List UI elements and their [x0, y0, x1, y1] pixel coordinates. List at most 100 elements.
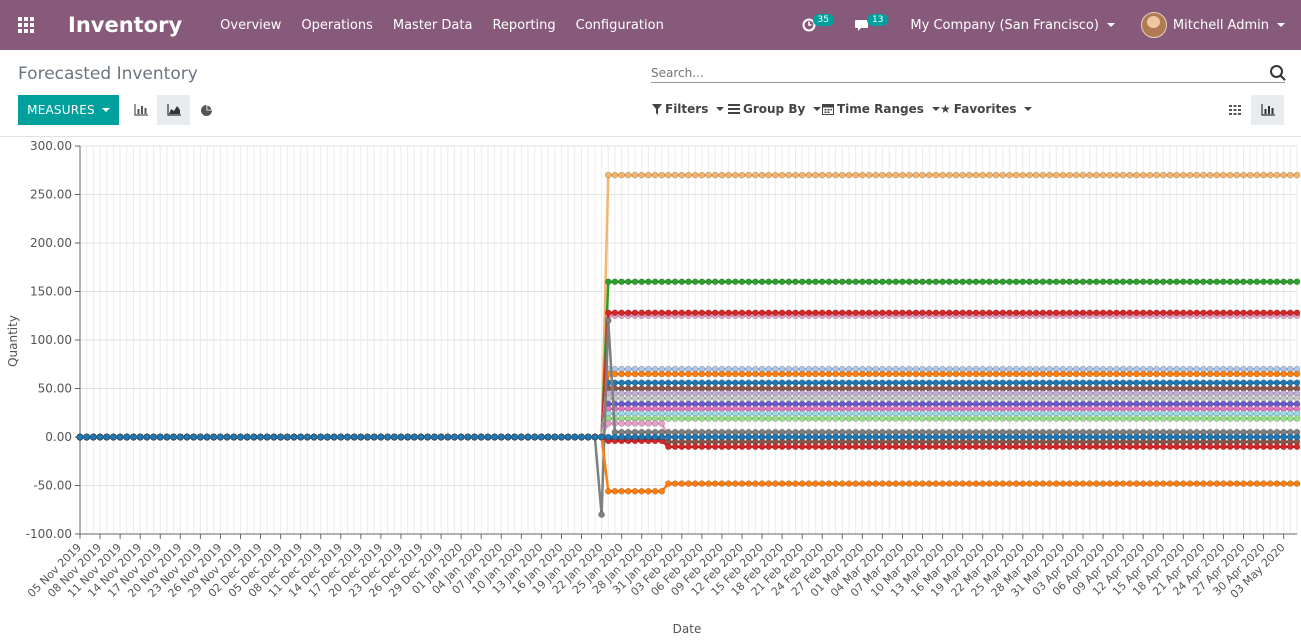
data-point[interactable]	[364, 433, 371, 441]
data-point[interactable]	[1119, 480, 1127, 487]
data-point[interactable]	[1253, 415, 1261, 422]
data-point[interactable]	[879, 480, 886, 487]
data-point[interactable]	[1106, 433, 1114, 441]
data-point[interactable]	[538, 433, 545, 441]
data-point[interactable]	[1293, 309, 1301, 317]
data-point[interactable]	[1160, 394, 1167, 402]
data-point[interactable]	[865, 379, 873, 386]
data-point[interactable]	[1153, 480, 1160, 487]
data-point[interactable]	[1059, 370, 1067, 378]
data-point[interactable]	[952, 433, 960, 441]
data-point[interactable]	[738, 415, 746, 422]
data-point[interactable]	[337, 433, 345, 441]
data-point[interactable]	[263, 433, 271, 441]
data-point[interactable]	[1079, 171, 1087, 179]
data-point[interactable]	[685, 480, 692, 487]
data-point[interactable]	[965, 480, 973, 487]
data-point[interactable]	[812, 480, 819, 487]
data-point[interactable]	[190, 433, 197, 441]
data-point[interactable]	[859, 379, 866, 386]
data-point[interactable]	[1186, 278, 1194, 286]
data-point[interactable]	[1073, 370, 1080, 378]
data-point[interactable]	[1126, 415, 1134, 422]
data-point[interactable]	[1019, 309, 1027, 317]
data-point[interactable]	[912, 443, 920, 451]
data-point[interactable]	[651, 433, 659, 441]
data-point[interactable]	[1287, 278, 1294, 286]
filters-dropdown[interactable]: Filters	[652, 102, 725, 116]
data-point[interactable]	[1246, 278, 1254, 286]
data-point[interactable]	[1240, 171, 1247, 179]
data-point[interactable]	[979, 309, 987, 317]
data-point[interactable]	[1273, 171, 1281, 179]
data-point[interactable]	[832, 394, 839, 402]
data-point[interactable]	[731, 370, 739, 378]
data-point[interactable]	[1233, 379, 1241, 386]
data-point[interactable]	[1193, 278, 1200, 286]
data-point[interactable]	[879, 278, 886, 286]
data-point[interactable]	[564, 433, 572, 441]
data-point[interactable]	[945, 433, 953, 441]
data-point[interactable]	[1273, 370, 1281, 378]
data-point[interactable]	[765, 379, 773, 386]
data-point[interactable]	[752, 415, 759, 422]
data-point[interactable]	[1032, 171, 1040, 179]
data-point[interactable]	[1099, 415, 1107, 422]
data-point[interactable]	[711, 433, 719, 441]
data-point[interactable]	[578, 433, 585, 441]
data-point[interactable]	[765, 309, 773, 317]
data-point[interactable]	[865, 171, 873, 179]
data-point[interactable]	[1193, 443, 1200, 451]
data-point[interactable]	[377, 433, 385, 441]
time-ranges-dropdown[interactable]: Time Ranges	[822, 102, 940, 116]
data-point[interactable]	[1066, 433, 1073, 441]
data-point[interactable]	[631, 487, 639, 495]
data-point[interactable]	[852, 309, 860, 317]
data-point[interactable]	[932, 415, 940, 422]
data-point[interactable]	[859, 415, 866, 422]
data-point[interactable]	[1220, 433, 1227, 441]
data-point[interactable]	[919, 278, 926, 286]
data-point[interactable]	[1273, 443, 1281, 451]
data-point[interactable]	[731, 415, 739, 422]
data-point[interactable]	[1026, 370, 1033, 378]
data-point[interactable]	[818, 415, 826, 422]
data-point[interactable]	[1026, 278, 1033, 286]
data-point[interactable]	[979, 370, 987, 378]
data-point[interactable]	[1032, 443, 1040, 451]
data-point[interactable]	[838, 278, 846, 286]
data-point[interactable]	[845, 379, 853, 386]
data-point[interactable]	[1213, 171, 1221, 179]
data-point[interactable]	[217, 433, 224, 441]
data-point[interactable]	[1139, 171, 1147, 179]
data-point[interactable]	[738, 480, 746, 487]
data-point[interactable]	[999, 370, 1007, 378]
data-point[interactable]	[631, 370, 639, 378]
data-point[interactable]	[1280, 379, 1287, 386]
data-point[interactable]	[818, 309, 826, 317]
data-point[interactable]	[591, 433, 599, 441]
data-point[interactable]	[852, 415, 860, 422]
data-point[interactable]	[1126, 433, 1134, 441]
data-point[interactable]	[1053, 171, 1060, 179]
data-point[interactable]	[698, 370, 706, 378]
data-point[interactable]	[1026, 443, 1033, 451]
data-point[interactable]	[899, 443, 906, 451]
data-point[interactable]	[645, 394, 652, 402]
data-point[interactable]	[939, 309, 946, 317]
data-point[interactable]	[658, 309, 666, 317]
data-point[interactable]	[1119, 443, 1127, 451]
data-point[interactable]	[738, 278, 746, 286]
data-point[interactable]	[350, 433, 358, 441]
data-point[interactable]	[1006, 309, 1013, 317]
data-point[interactable]	[872, 278, 880, 286]
data-point[interactable]	[1240, 394, 1247, 402]
data-point[interactable]	[718, 309, 726, 317]
data-point[interactable]	[785, 171, 793, 179]
data-point[interactable]	[1260, 443, 1267, 451]
data-point[interactable]	[979, 379, 987, 386]
data-point[interactable]	[1153, 278, 1160, 286]
data-point[interactable]	[1267, 171, 1274, 179]
data-point[interactable]	[1006, 370, 1013, 378]
data-point[interactable]	[1139, 415, 1147, 422]
